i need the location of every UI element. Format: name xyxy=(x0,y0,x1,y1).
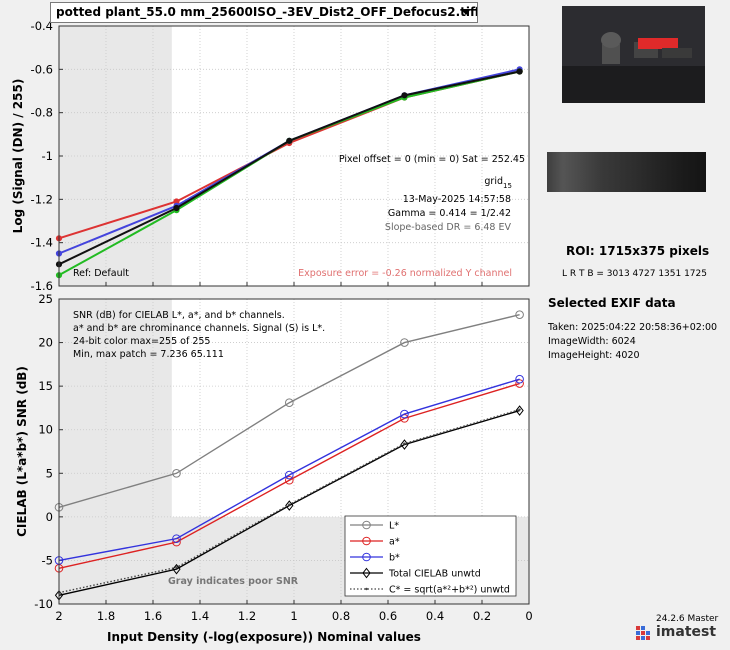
y-tick-label: 25 xyxy=(38,292,53,306)
roi-marker xyxy=(638,38,678,49)
data-point-circle xyxy=(285,470,294,480)
legend-label: C* = sqrt(a*²+b*²) unwtd xyxy=(389,585,510,596)
imatest-logo-text: imatest xyxy=(656,624,717,640)
data-point-diamond xyxy=(285,500,294,511)
exif-taken: Taken: 2025:04:22 20:58:36+02:00 xyxy=(548,322,718,333)
file-selector-dropdown[interactable]: potted plant_55.0 mm_25600ISO_-3EV_Dist2… xyxy=(50,2,478,23)
data-point-circle xyxy=(172,468,181,478)
data-point xyxy=(516,68,523,75)
x-tick-label: 0.4 xyxy=(426,609,444,623)
pixel-offset-text: Pixel offset = 0 (min = 0) Sat = 252.45 xyxy=(339,154,525,165)
exif-title: Selected EXIF data xyxy=(548,296,676,310)
data-point-circle xyxy=(285,475,294,485)
legend-label: L* xyxy=(389,521,399,532)
x-tick-label: 1.4 xyxy=(191,609,209,623)
data-point xyxy=(173,204,180,212)
data-point-dot xyxy=(175,566,178,569)
x-tick-label: 1.6 xyxy=(144,609,162,623)
plot-frame xyxy=(58,25,530,287)
data-point xyxy=(286,137,293,144)
data-point-dot xyxy=(288,503,291,506)
version-label: 24.2.6 Master xyxy=(656,614,719,624)
x-tick-label: 0.8 xyxy=(332,609,350,623)
legend-box xyxy=(344,515,517,597)
data-point-circle xyxy=(400,409,409,419)
exif-image-height: ImageHeight: 4020 xyxy=(548,350,640,361)
exposure-error-text: Exposure error = -0.26 normalized Y chan… xyxy=(298,268,512,279)
thumbnail-scene xyxy=(562,6,705,103)
y-tick-label: -1.4 xyxy=(31,236,53,250)
snr-note-line: SNR (dB) for CIELAB L*, a*, and b* chann… xyxy=(73,310,285,321)
roi-coordinates: L R T B = 3013 4727 1351 1725 xyxy=(562,269,707,279)
y-tick-label: -0.8 xyxy=(31,106,53,120)
data-point-circle xyxy=(400,338,409,347)
imatest-logo-icon xyxy=(636,624,654,646)
snr-note-line: 24-bit color max=255 of 255 xyxy=(73,336,210,347)
legend-label: a* xyxy=(389,537,400,548)
x-axis-label: Input Density (-log(exposure)) Nominal v… xyxy=(107,630,421,644)
potted-plant-shape xyxy=(602,44,620,64)
chevron-down-icon[interactable] xyxy=(461,9,471,15)
data-point-circle xyxy=(172,534,181,543)
legend-marker-circle xyxy=(362,520,371,530)
y-tick-label: -5 xyxy=(42,553,53,567)
y-tick-label: 20 xyxy=(38,336,53,350)
grid-text: grid xyxy=(484,176,503,187)
exif-image-width: ImageWidth: 6024 xyxy=(548,336,636,347)
data-point-circle xyxy=(285,398,294,408)
y-tick-label: -1.2 xyxy=(31,192,53,206)
y-tick-label: 0 xyxy=(46,510,53,524)
data-point-diamond xyxy=(515,405,524,416)
roi-thumbnail-image xyxy=(562,6,705,103)
file-selector-value: potted plant_55.0 mm_25600ISO_-3EV_Dist2… xyxy=(56,5,478,19)
y-tick-label: 15 xyxy=(38,379,53,393)
x-tick-label: 1 xyxy=(290,609,297,623)
legend-marker-dot xyxy=(365,587,368,591)
x-tick-label: 2 xyxy=(55,609,62,623)
y-tick-label: -1.6 xyxy=(31,279,53,293)
data-point-circle xyxy=(515,374,524,384)
reference-text: Ref: Default xyxy=(73,268,129,279)
y-tick-label: -0.4 xyxy=(31,19,53,33)
x-tick-label: 0 xyxy=(525,609,532,623)
x-tick-label: 0.2 xyxy=(473,609,491,623)
legend-marker-circle xyxy=(362,536,371,546)
y-tick-label: 10 xyxy=(38,423,53,437)
gamma-text: Gamma = 0.414 = 1/2.42 xyxy=(388,208,511,219)
snr-note-line: Min, max patch = 7.236 65.111 xyxy=(73,349,224,360)
y-axis-label: CIELAB (L*a*b*) SNR (dB) xyxy=(15,366,29,537)
poor-snr-note: Gray indicates poor SNR xyxy=(168,576,299,587)
y-tick-label: 5 xyxy=(46,466,53,480)
y-tick-label: -10 xyxy=(34,597,53,611)
snr-note-line: a* and b* are chrominance channels. Sign… xyxy=(73,323,325,334)
roi-title: ROI: 1715x375 pixels xyxy=(566,244,710,258)
grid-subscript: 15 xyxy=(503,182,512,190)
x-tick-label: 0.6 xyxy=(379,609,397,623)
plot-frame xyxy=(58,298,530,605)
x-tick-label: 1.2 xyxy=(238,609,256,623)
data-point-diamond xyxy=(172,563,181,575)
data-point-circle xyxy=(515,310,524,319)
dynamic-range-text: Slope-based DR = 6.48 EV xyxy=(385,222,512,233)
data-point-dot xyxy=(403,442,406,445)
y-tick-label: -1 xyxy=(42,149,53,163)
y-tick-label: -0.6 xyxy=(31,62,53,76)
date-text: 13-May-2025 14:57:58 xyxy=(403,194,511,205)
series-line-b- xyxy=(58,378,520,562)
series-line-l- xyxy=(58,314,520,508)
legend-label: b* xyxy=(389,553,400,564)
legend-label: Total CIELAB unwtd xyxy=(388,569,481,580)
legend-marker-circle xyxy=(362,552,371,562)
y-axis-label: Log (Signal (DN) / 255) xyxy=(11,79,25,234)
series-line-a- xyxy=(58,382,520,569)
data-point xyxy=(401,92,408,99)
roi-strip-image xyxy=(547,152,706,192)
x-tick-label: 1.8 xyxy=(97,609,115,623)
data-point-dot xyxy=(518,408,521,411)
legend-marker-diamond xyxy=(362,567,371,579)
